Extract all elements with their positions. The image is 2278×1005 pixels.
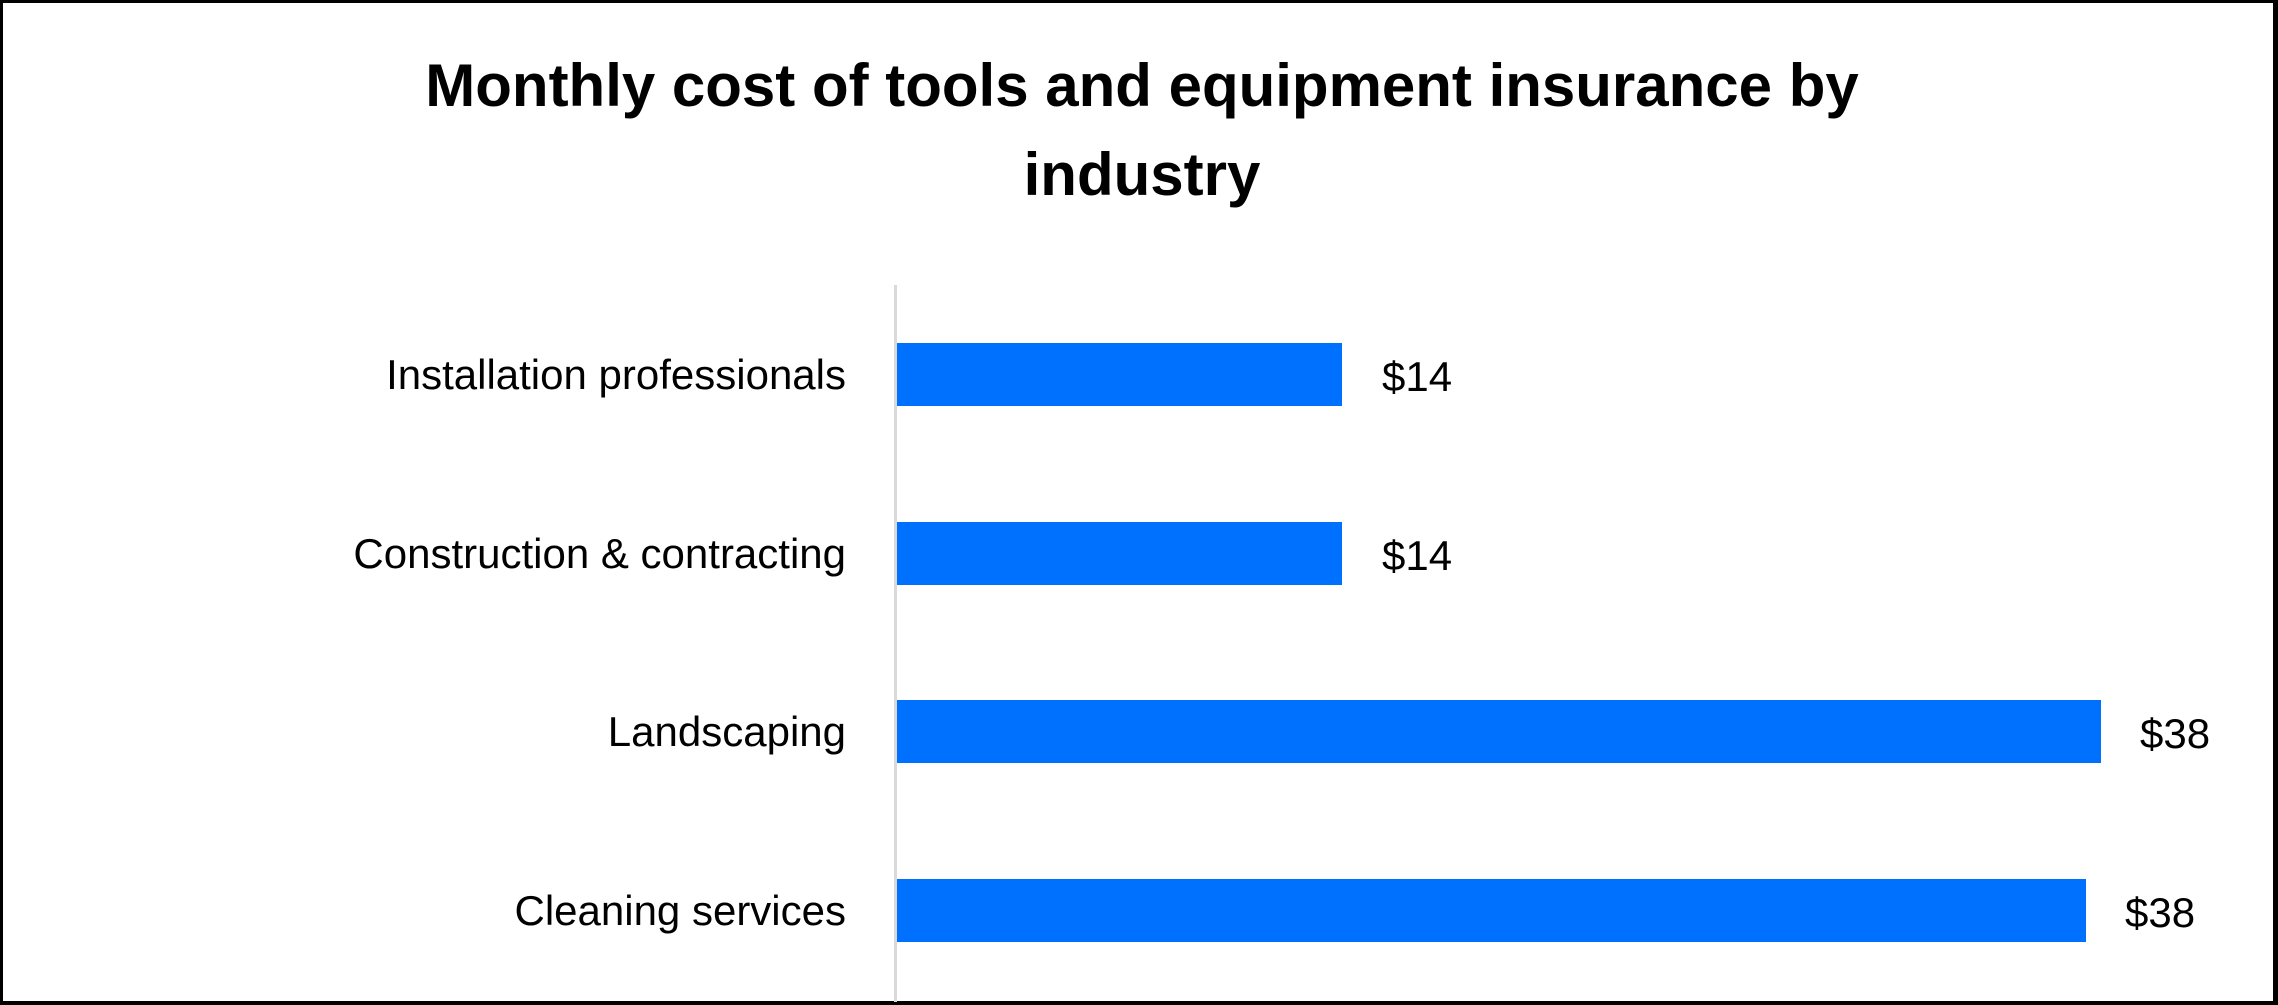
category-label: Construction & contracting <box>353 530 846 577</box>
data-label: $14 <box>1382 353 1453 400</box>
category-label: Cleaning services <box>514 887 847 934</box>
data-label: $38 <box>2140 710 2211 757</box>
category-label: Landscaping <box>607 708 846 755</box>
bar-cleaning-services <box>897 879 2086 942</box>
data-label: $38 <box>2125 889 2196 936</box>
bar-construction-contracting <box>897 522 1342 585</box>
category-axis-line <box>894 285 897 1002</box>
chart-title-line-1: Monthly cost of tools and equipment insu… <box>425 52 1859 119</box>
chart-title: Monthly cost of tools and equipment insu… <box>3 41 2278 219</box>
bar-landscaping <box>897 700 2101 763</box>
chart-title-line-2: industry <box>1023 141 1261 208</box>
category-label: Installation professionals <box>386 351 846 398</box>
data-label: $14 <box>1382 532 1453 579</box>
bar-installation-professionals <box>897 343 1342 406</box>
